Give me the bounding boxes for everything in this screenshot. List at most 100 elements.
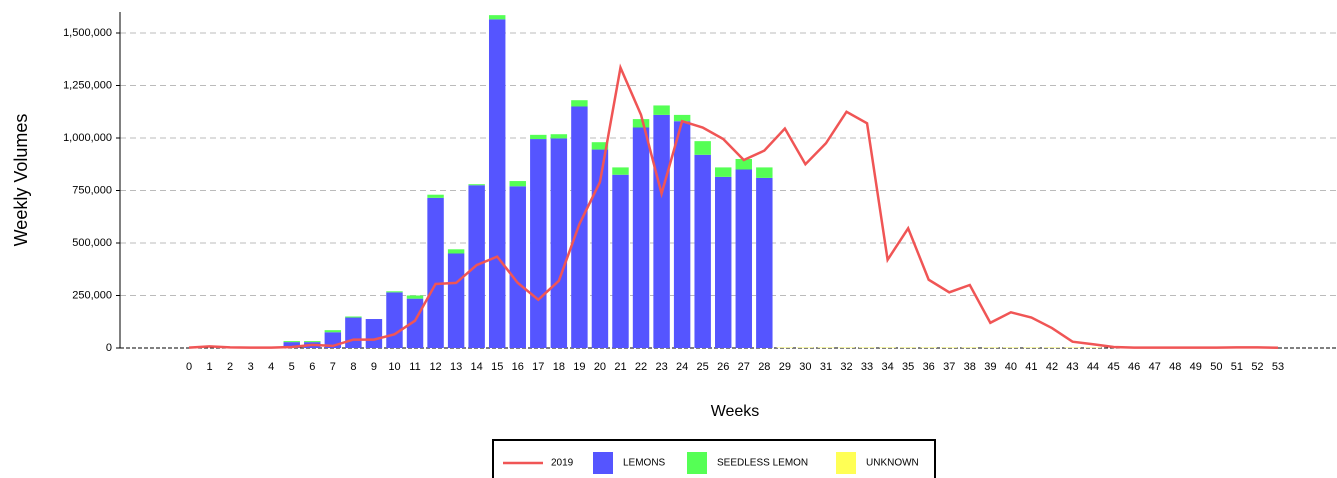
x-tick-label: 41 xyxy=(1025,361,1037,373)
x-tick-label: 29 xyxy=(779,361,791,373)
x-tick-label: 40 xyxy=(1005,361,1017,373)
bar xyxy=(406,295,424,299)
bar xyxy=(612,167,629,175)
x-tick-label: 33 xyxy=(861,361,873,373)
bar xyxy=(345,317,362,348)
x-tick-label: 28 xyxy=(758,361,770,373)
x-tick-label: 48 xyxy=(1169,361,1181,373)
bar xyxy=(427,194,444,198)
bar xyxy=(345,316,362,318)
bar xyxy=(468,184,485,186)
bar xyxy=(571,100,588,107)
line xyxy=(188,63,1279,350)
bar xyxy=(324,330,342,333)
y-tick-label: 1,000,000 xyxy=(63,132,112,144)
legend-label: SEEDLESS LEMON xyxy=(717,458,808,469)
legend-swatch xyxy=(836,452,856,474)
bar xyxy=(530,139,547,348)
y-tick-label: 750,000 xyxy=(72,184,112,196)
bar xyxy=(386,291,403,293)
x-tick-label: 24 xyxy=(676,361,688,373)
legend-swatch xyxy=(593,452,613,474)
x-tick-label: 37 xyxy=(943,361,955,373)
x-tick-label: 0 xyxy=(186,361,192,373)
legend-label: LEMONS xyxy=(623,458,666,469)
x-tick-label: 15 xyxy=(491,361,503,373)
x-tick-label: 6 xyxy=(309,361,315,373)
x-tick-label: 9 xyxy=(371,361,377,373)
bar xyxy=(632,127,650,348)
x-tick-label: 30 xyxy=(799,361,811,373)
x-tick-label: 45 xyxy=(1107,361,1119,373)
bar xyxy=(632,119,650,128)
x-tick-label: 2 xyxy=(227,361,233,373)
bar xyxy=(488,15,506,20)
bar xyxy=(653,114,670,349)
x-tick-label: 42 xyxy=(1046,361,1058,373)
bar xyxy=(715,176,732,348)
x-tick-label: 26 xyxy=(717,361,729,373)
bar xyxy=(530,134,547,140)
x-tick-label: 47 xyxy=(1149,361,1161,373)
bar xyxy=(694,154,711,348)
legend-box xyxy=(492,439,936,478)
x-tick-label: 39 xyxy=(984,361,996,373)
legend-label: UNKNOWN xyxy=(866,458,919,469)
x-tick-label: 18 xyxy=(553,361,565,373)
x-tick-label: 12 xyxy=(429,361,441,373)
bar xyxy=(591,142,609,150)
bar xyxy=(653,105,670,115)
bar xyxy=(673,114,691,122)
x-tick-label: 5 xyxy=(289,361,295,373)
x-tick-label: 25 xyxy=(697,361,709,373)
y-axis-label: Weekly Volumes xyxy=(11,114,31,247)
bar xyxy=(488,19,506,348)
bar xyxy=(735,159,752,170)
x-axis-label: Weeks xyxy=(711,403,760,420)
x-tick-label: 27 xyxy=(738,361,750,373)
x-tick-label: 49 xyxy=(1190,361,1202,373)
x-tick-label: 13 xyxy=(450,361,462,373)
legend-swatch xyxy=(687,452,707,474)
bar xyxy=(386,292,403,348)
bar xyxy=(591,149,609,348)
y-tick-label: 0 xyxy=(106,342,112,354)
y-tick-label: 500,000 xyxy=(72,237,112,249)
bar xyxy=(283,342,300,348)
bar xyxy=(673,121,691,348)
bar xyxy=(694,141,711,155)
bar xyxy=(509,186,526,348)
y-tick-label: 250,000 xyxy=(72,289,112,301)
x-tick-label: 36 xyxy=(923,361,935,373)
bar xyxy=(612,174,629,348)
x-tick-label: 34 xyxy=(881,361,893,373)
bar xyxy=(427,197,444,348)
x-tick-label: 44 xyxy=(1087,361,1099,373)
x-tick-label: 4 xyxy=(268,361,274,373)
bar xyxy=(447,249,465,254)
bar xyxy=(447,253,465,348)
x-tick-label: 17 xyxy=(532,361,544,373)
x-tick-label: 16 xyxy=(512,361,524,373)
legend-label: 2019 xyxy=(551,458,574,469)
x-tick-label: 20 xyxy=(594,361,606,373)
x-tick-label: 38 xyxy=(964,361,976,373)
bar xyxy=(509,181,526,187)
x-tick-label: 3 xyxy=(248,361,254,373)
x-tick-label: 43 xyxy=(1066,361,1078,373)
x-tick-label: 7 xyxy=(330,361,336,373)
x-tick-label: 46 xyxy=(1128,361,1140,373)
x-tick-label: 50 xyxy=(1210,361,1222,373)
x-tick-label: 1 xyxy=(206,361,212,373)
bar xyxy=(756,167,773,178)
y-tick-label: 1,250,000 xyxy=(63,79,112,91)
x-tick-label: 52 xyxy=(1251,361,1263,373)
x-tick-label: 23 xyxy=(655,361,667,373)
x-tick-label: 19 xyxy=(573,361,585,373)
x-tick-label: 51 xyxy=(1231,361,1243,373)
bar xyxy=(735,169,752,348)
bar xyxy=(715,167,732,177)
x-tick-label: 8 xyxy=(350,361,356,373)
x-tick-label: 22 xyxy=(635,361,647,373)
